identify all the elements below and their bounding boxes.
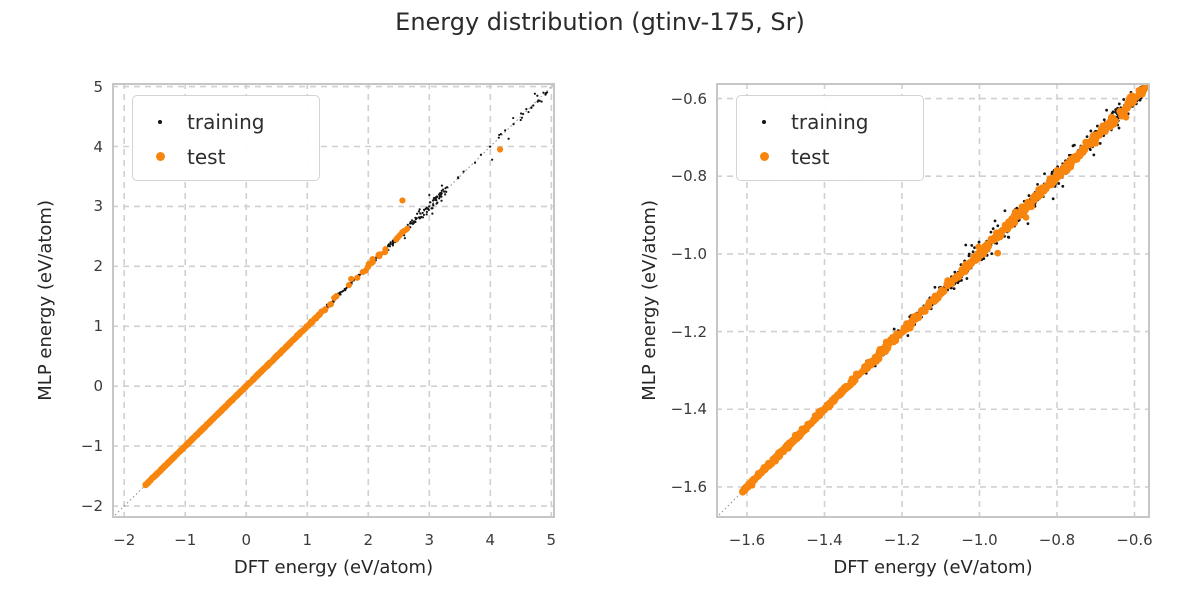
- y-tick-label: 4: [93, 137, 103, 156]
- y-tick-label: 5: [93, 77, 103, 96]
- test-marker-icon: [737, 152, 791, 161]
- test-marker-icon: [133, 152, 187, 161]
- x-tick-label: 3: [424, 531, 435, 549]
- right-y-axis-label: MLP energy (eV/atom): [638, 200, 660, 401]
- x-tick-label: −1.6: [728, 531, 766, 549]
- x-tick-label: 1: [302, 531, 313, 549]
- training-marker-icon: [737, 119, 791, 124]
- legend-entry-test: test: [133, 139, 319, 174]
- legend-entry-training: training: [133, 104, 319, 139]
- left-x-axis-label: DFT energy (eV/atom): [233, 557, 434, 578]
- right-x-axis-label: DFT energy (eV/atom): [833, 557, 1033, 578]
- y-tick-label: 0: [93, 377, 103, 396]
- legend-label-test: test: [791, 144, 830, 169]
- left-y-axis-label: MLP energy (eV/atom): [34, 200, 56, 401]
- y-tick-label: −1: [80, 437, 103, 456]
- x-tick-label: −1.2: [883, 531, 921, 549]
- x-tick-label: −0.6: [1116, 531, 1153, 549]
- x-tick-label: −2: [113, 531, 136, 549]
- left-legend: training test: [132, 95, 320, 181]
- legend-label-training: training: [187, 109, 265, 134]
- y-tick-label: 3: [93, 197, 103, 216]
- legend-label-training: training: [791, 109, 869, 134]
- legend-label-test: test: [187, 144, 226, 169]
- figure-title: Energy distribution (gtinv-175, Sr): [395, 8, 805, 36]
- y-tick-label: −1.0: [670, 244, 707, 263]
- y-tick-label: −1.4: [670, 400, 707, 419]
- right-plot: −1.6 −1.4 −1.2 −1.0 −0.8 −0.6 −1.6 −1.4 −1.2 −1.0…: [639, 83, 1153, 578]
- training-marker-icon: [133, 119, 187, 124]
- y-tick-label: 1: [93, 317, 103, 336]
- y-tick-label: −1.6: [670, 477, 707, 496]
- legend-entry-test: test: [737, 139, 923, 174]
- x-tick-label: 4: [485, 531, 496, 549]
- x-tick-label: 0: [241, 531, 252, 549]
- y-tick-label: 2: [93, 257, 103, 276]
- x-tick-label: −1.4: [806, 531, 843, 549]
- y-tick-label: −0.8: [670, 167, 707, 186]
- y-tick-label: −2: [80, 497, 103, 516]
- legend-entry-training: training: [737, 104, 923, 139]
- y-tick-label: −1.2: [670, 322, 707, 341]
- x-tick-label: −1: [174, 531, 197, 549]
- left-plot: −2 −1 0 1 2 3 4 5 −2 −1 0 1 2 3 4 5 training test DFT e…: [35, 78, 557, 578]
- right-legend: training test: [736, 95, 924, 181]
- x-tick-label: 2: [363, 531, 374, 549]
- x-tick-label: −1.0: [961, 531, 998, 549]
- x-tick-label: −0.8: [1038, 531, 1076, 549]
- y-tick-label: −0.6: [670, 89, 707, 108]
- x-tick-label: 5: [546, 531, 557, 549]
